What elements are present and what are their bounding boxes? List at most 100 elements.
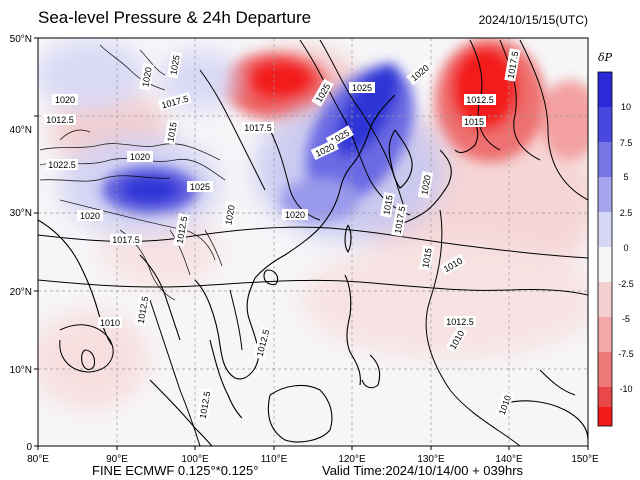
lat-label: 50°N <box>10 34 32 45</box>
svg-text:1012.5: 1012.5 <box>466 95 494 105</box>
isobar-label: 1015 <box>419 245 435 271</box>
lat-label: 10°N <box>10 365 32 376</box>
longitude-labels: 80°E 90°E 100°E 110°E 120°E 130°E 140°E … <box>27 454 599 465</box>
svg-text:1017.5: 1017.5 <box>506 51 521 80</box>
isobar-label: 1015 <box>164 119 180 145</box>
colorbar-title: δP <box>598 51 613 64</box>
isobar-label: 1012.5 <box>444 316 476 327</box>
valid-time: Valid Time:2024/10/14/00 + 039hrs <box>322 463 524 478</box>
colorbar-label: -7.5 <box>618 349 634 359</box>
isobar-label: 1020 <box>77 210 103 221</box>
isobar-label: 1012.5 <box>196 388 213 422</box>
isobar-label: 1020 <box>127 151 153 162</box>
svg-text:1020: 1020 <box>223 204 236 225</box>
svg-text:1012.5: 1012.5 <box>198 391 213 420</box>
colorbar-swatch <box>598 282 612 317</box>
isobar-label: 1020 <box>221 201 238 229</box>
isobar-label: 1015 <box>380 192 396 218</box>
isobar-label: 1012.5 <box>44 114 76 125</box>
svg-text:1025: 1025 <box>352 83 372 93</box>
isobar-label: 1015 <box>462 116 486 127</box>
colorbar-swatch <box>598 407 612 426</box>
svg-text:1012.5: 1012.5 <box>46 115 74 125</box>
svg-text:1020: 1020 <box>55 95 75 105</box>
svg-text:1020: 1020 <box>140 66 153 87</box>
isobar-label: 1020 <box>138 63 155 91</box>
lat-label: 40°N <box>10 125 32 136</box>
svg-text:1020: 1020 <box>80 211 100 221</box>
latitude-labels: 50°N 40°N 30°N 20°N 10°N 0 <box>10 34 33 453</box>
isobar-label: 1020 <box>282 209 308 220</box>
colorbar-label: 5 <box>623 172 628 182</box>
map-title: Sea-level Pressure & 24h Departure <box>38 8 312 27</box>
svg-text:1020: 1020 <box>419 174 432 195</box>
timestamp: 2024/10/15/15(UTC) <box>478 13 588 27</box>
svg-text:1015: 1015 <box>165 121 178 142</box>
isobar-label: 1010 <box>98 317 122 328</box>
map-frame <box>37 37 589 447</box>
isobar-label: 1017.5 <box>391 203 408 237</box>
isobar-label: 1012.5 <box>173 213 190 247</box>
colorbar-frame <box>597 71 613 427</box>
colorbar-label: -2.5 <box>618 279 634 289</box>
svg-text:1012.5: 1012.5 <box>446 317 474 327</box>
isobar-label: 1020 <box>52 94 78 105</box>
lat-label: 20°N <box>10 287 32 298</box>
svg-text:1020: 1020 <box>285 210 305 220</box>
svg-text:1025: 1025 <box>190 182 210 192</box>
colorbar-label: -10 <box>619 384 632 394</box>
isobar-label: 1025 <box>187 181 213 192</box>
lon-label: 150°E <box>571 454 599 465</box>
colorbar-labels: 10 7.5 5 2.5 0 -2.5 -5 -7.5 -10 <box>618 102 634 394</box>
colorbar-label: -5 <box>622 314 630 324</box>
colorbar-swatch <box>598 352 612 387</box>
isobar-label: 1017.5 <box>504 48 521 82</box>
lat-label: 30°N <box>10 208 32 219</box>
isobar-label: 1025 <box>166 51 183 79</box>
svg-text:1020: 1020 <box>130 152 150 162</box>
isobar-label: 1022.5 <box>46 159 78 170</box>
lon-label: 140°E <box>495 454 523 465</box>
colorbar-label: 2.5 <box>620 208 633 218</box>
lon-label: 110°E <box>261 454 288 465</box>
svg-text:1025: 1025 <box>168 54 181 75</box>
lon-label: 80°E <box>27 454 49 465</box>
svg-text:1015: 1015 <box>464 117 484 127</box>
lon-label: 90°E <box>106 454 128 465</box>
colorbar-swatch <box>598 247 612 282</box>
colorbar-swatch <box>598 317 612 352</box>
colorbar-swatch <box>598 387 612 407</box>
lat-label: 0 <box>26 442 32 453</box>
svg-text:1015: 1015 <box>420 247 433 268</box>
coastlines <box>38 94 588 446</box>
colorbar <box>597 71 613 427</box>
colorbar-swatch <box>598 142 612 177</box>
colorbar-swatch <box>598 177 612 212</box>
isobar-label: 1017.5 <box>110 234 142 245</box>
colorbar-swatch <box>598 107 612 142</box>
svg-text:1022.5: 1022.5 <box>48 160 76 170</box>
isobar-label: 1012.5 <box>134 293 151 327</box>
isobar-label: 1017.5 <box>242 122 274 133</box>
colorbar-swatch <box>598 72 612 107</box>
svg-text:1015: 1015 <box>381 194 394 215</box>
model-info: FINE ECMWF 0.125°*0.125° <box>92 463 259 478</box>
svg-text:1017.5: 1017.5 <box>393 206 408 235</box>
svg-text:1012.5: 1012.5 <box>136 296 151 325</box>
colorbar-label: 10 <box>621 102 631 112</box>
lon-label: 130°E <box>417 454 445 465</box>
lon-label: 120°E <box>338 454 366 465</box>
axis-ticks <box>34 37 589 450</box>
svg-text:1012.5: 1012.5 <box>175 216 190 245</box>
svg-text:1010: 1010 <box>100 318 120 328</box>
lon-label: 100°E <box>181 454 209 465</box>
svg-text:1017.5: 1017.5 <box>244 123 272 133</box>
isobar-label: 1025 <box>349 82 375 93</box>
colorbar-label: 0 <box>623 243 628 253</box>
svg-text:1017.5: 1017.5 <box>112 235 140 245</box>
isobar-label: 1020 <box>417 171 434 199</box>
colorbar-swatch <box>598 212 612 247</box>
colorbar-label: 7.5 <box>620 138 633 148</box>
isobar-label: 1012.5 <box>464 94 496 105</box>
